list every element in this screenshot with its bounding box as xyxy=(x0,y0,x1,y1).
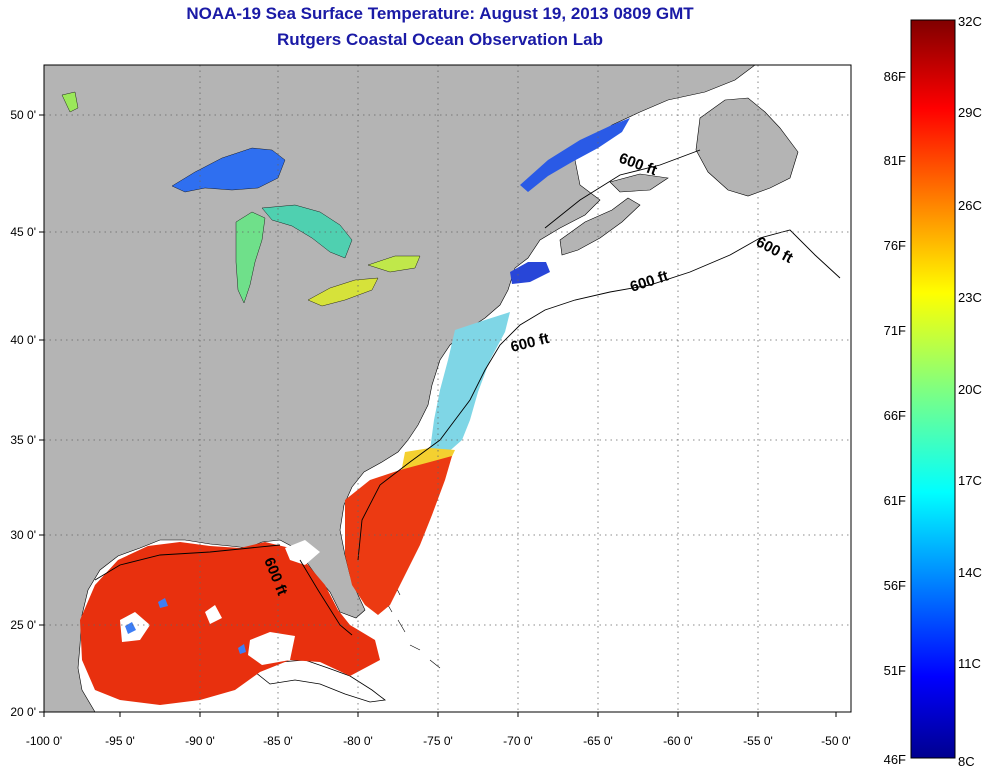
colorbar-celsius-label: 14C xyxy=(958,565,982,580)
colorbar-celsius-label: 32C xyxy=(958,14,982,29)
colorbar-fahrenheit-label: 51F xyxy=(884,663,906,678)
x-tick-label: -80 0' xyxy=(343,734,373,748)
lake-winnipeg-sst xyxy=(61,91,79,113)
land-anticosti xyxy=(609,173,669,193)
land-nova-scotia xyxy=(559,197,641,256)
depth-contour-600ft xyxy=(94,149,841,636)
colorbar-celsius-label: 29C xyxy=(958,105,982,120)
colorbar-celsius-label: 26C xyxy=(958,198,982,213)
graticule xyxy=(44,65,851,712)
y-tick-label: 40 0' xyxy=(10,333,36,347)
lake-huron-sst xyxy=(261,204,353,259)
colorbar-fahrenheit-label: 66F xyxy=(884,408,906,423)
colorbar-fahrenheit-label: 56F xyxy=(884,578,906,593)
gulf-maine-sst xyxy=(510,262,550,284)
map-subtitle: Rutgers Coastal Ocean Observation Lab xyxy=(277,30,603,49)
y-axis: 20 0' 25 0' 30 0' 35 0' 40 0' 45 0' 50 0' xyxy=(10,108,44,719)
colorbar-fahrenheit-label: 46F xyxy=(884,752,906,767)
mid-atlantic-sst xyxy=(430,312,510,455)
x-tick-label: -95 0' xyxy=(105,734,135,748)
x-tick-label: -90 0' xyxy=(185,734,215,748)
x-tick-label: -85 0' xyxy=(263,734,293,748)
x-tick-label: -65 0' xyxy=(583,734,613,748)
colorbar-fahrenheit-label: 71F xyxy=(884,323,906,338)
x-axis: -100 0' -95 0' -90 0' -85 0' -80 0' -75 0' -70… xyxy=(26,712,851,748)
y-tick-label: 25 0' xyxy=(10,618,36,632)
x-tick-label: -70 0' xyxy=(503,734,533,748)
gulf-of-mexico-sst xyxy=(80,542,380,705)
colorbar-fahrenheit-label: 61F xyxy=(884,493,906,508)
lake-erie-sst xyxy=(307,277,379,307)
colorbar-fahrenheit-label: 86F xyxy=(884,69,906,84)
x-tick-label: -55 0' xyxy=(743,734,773,748)
colorbar-celsius-label: 20C xyxy=(958,382,982,397)
y-tick-label: 20 0' xyxy=(10,705,36,719)
colorbar-fahrenheit-label: 76F xyxy=(884,238,906,253)
colorbar-celsius-label: 17C xyxy=(958,473,982,488)
y-tick-label: 35 0' xyxy=(10,433,36,447)
lake-michigan-sst xyxy=(235,211,266,304)
colorbar-celsius-label: 8C xyxy=(958,754,975,769)
colorbar-fahrenheit-label: 81F xyxy=(884,153,906,168)
south-atlantic-sst xyxy=(345,456,452,615)
colorbar-celsius-label: 11C xyxy=(958,656,981,671)
colorbar-fahrenheit-ticks: 86F 81F 76F 71F 66F 61F 56F 51F 46F xyxy=(884,69,906,767)
map-title: NOAA-19 Sea Surface Temperature: August … xyxy=(186,4,694,23)
land-newfoundland xyxy=(695,97,799,197)
lake-ontario-sst xyxy=(367,255,421,273)
colorbar xyxy=(910,19,956,759)
cloud-patch xyxy=(120,540,320,665)
colorbar-celsius-label: 23C xyxy=(958,290,982,305)
colorbar-celsius-ticks: 32C 29C 26C 23C 20C 17C 14C 11C 8C xyxy=(958,14,982,769)
x-tick-label: -60 0' xyxy=(663,734,693,748)
y-tick-label: 50 0' xyxy=(10,108,36,122)
plot-frame xyxy=(43,64,852,713)
land-north-america xyxy=(44,65,756,712)
x-tick-label: -100 0' xyxy=(26,734,62,748)
st-lawrence-sst xyxy=(520,118,630,192)
x-tick-label: -50 0' xyxy=(821,734,851,748)
y-tick-label: 30 0' xyxy=(10,528,36,542)
y-tick-label: 45 0' xyxy=(10,225,36,239)
x-tick-label: -75 0' xyxy=(423,734,453,748)
